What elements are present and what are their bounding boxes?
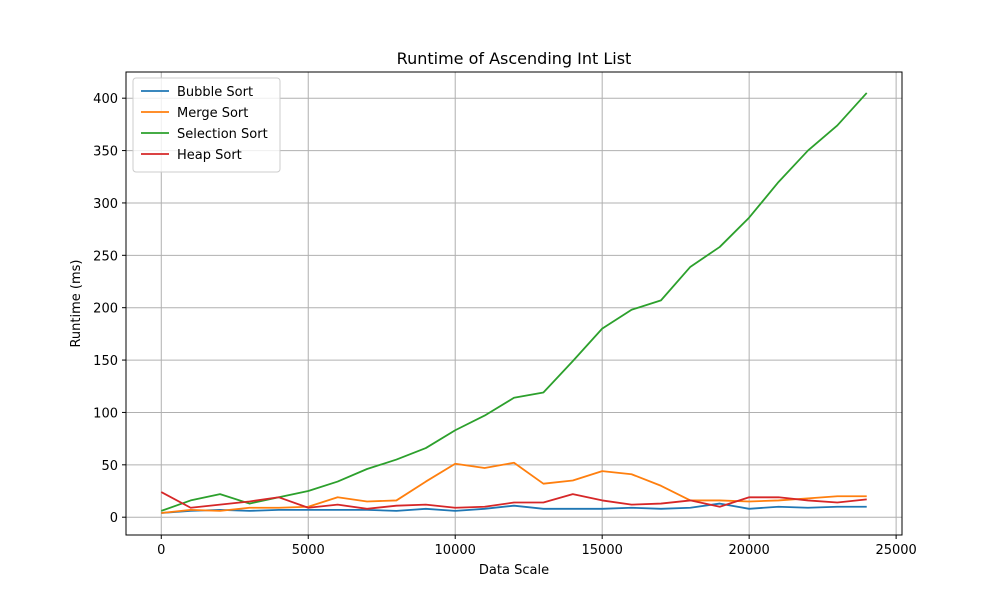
- y-tick-label: 150: [93, 354, 118, 369]
- x-tick-label: 20000: [728, 543, 769, 558]
- legend-box: [132, 77, 281, 173]
- y-tick-label: 350: [93, 145, 118, 160]
- x-tick-label: 25000: [875, 543, 916, 558]
- x-tick-label: 0: [157, 543, 165, 558]
- series-lines: [160, 92, 868, 514]
- x-tick-label: 10000: [435, 543, 476, 558]
- legend-label-selection-sort: Selection Sort: [177, 127, 268, 142]
- x-axis-label: Data Scale: [479, 563, 549, 578]
- legend-label-merge-sort: Merge Sort: [177, 106, 248, 121]
- y-tick-label: 250: [93, 249, 118, 264]
- y-tick-label: 50: [101, 459, 118, 474]
- x-tick-label: 5000: [292, 543, 325, 558]
- y-tick-label: 200: [93, 302, 118, 317]
- grid: [126, 72, 902, 535]
- plot-frame: [125, 71, 903, 536]
- axis-ticks: 0 5000 10000 15000 20000 25000 0 50 100 150 200 250…: [93, 92, 917, 558]
- series-line-bubble-sort: [161, 502, 867, 514]
- series-line-heap-sort: [160, 491, 867, 510]
- y-tick-label: 400: [93, 92, 118, 107]
- y-axis-label: Runtime (ms): [69, 259, 84, 347]
- y-tick-label: 100: [93, 406, 118, 421]
- y-tick-label: 0: [110, 511, 118, 526]
- legend-label-heap-sort: Heap Sort: [177, 148, 242, 163]
- legend-label-bubble-sort: Bubble Sort: [177, 85, 253, 100]
- legend: Bubble Sort Merge Sort Selection Sort Heap …: [132, 77, 281, 173]
- chart-title: Runtime of Ascending Int List: [397, 49, 632, 68]
- x-tick-label: 15000: [582, 543, 623, 558]
- series-line-merge-sort: [161, 461, 867, 514]
- y-tick-label: 300: [93, 197, 118, 212]
